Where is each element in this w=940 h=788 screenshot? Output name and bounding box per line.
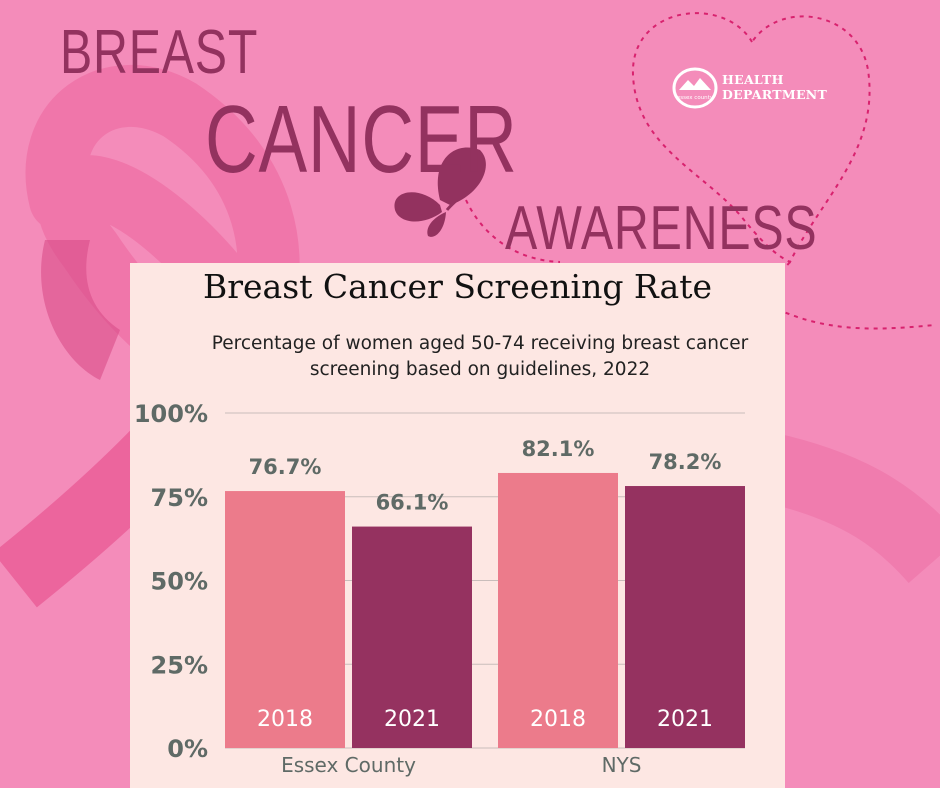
data-label: 76.7%	[249, 455, 322, 479]
health-department-label: HEALTH DEPARTMENT	[722, 72, 827, 102]
y-tick-label: 100%	[134, 400, 208, 428]
health-department-logo-icon: essex county	[672, 67, 718, 109]
logo-emblem-text: essex county	[677, 95, 714, 101]
bar	[352, 526, 472, 748]
bar	[225, 491, 345, 748]
y-tick-label: 25%	[151, 651, 208, 679]
chart-title: Breast Cancer Screening Rate	[202, 267, 713, 306]
y-tick-label: 75%	[151, 484, 208, 512]
banner-word-cancer: CANCER	[205, 86, 518, 193]
heart-outline	[631, 12, 871, 264]
banner-word-breast: BREAST	[60, 18, 259, 87]
y-tick-label: 50%	[151, 568, 208, 596]
ribbon-shade	[41, 240, 120, 380]
series-label: 2021	[384, 707, 440, 732]
chart-panel: Breast Cancer Screening Rate Percentage …	[130, 263, 785, 788]
chart-subtitle-line-1: Percentage of women aged 50-74 receiving…	[211, 333, 749, 354]
series-label: 2018	[530, 707, 586, 732]
series-label: 2018	[257, 707, 313, 732]
butterfly-icon	[394, 147, 486, 237]
heart-trail-left	[465, 199, 561, 263]
data-label: 66.1%	[376, 491, 449, 515]
data-label: 82.1%	[522, 437, 595, 461]
x-category-label: NYS	[602, 753, 642, 777]
bar	[498, 472, 618, 748]
bar-chart: 0% 25% 50% 75% 100% 76.7% 2018 66.1% 2021 Essex C…	[134, 400, 745, 777]
banner-word-awareness: AWARENESS	[505, 194, 818, 263]
logo-line-health: HEALTH	[722, 72, 784, 87]
logo-line-department: DEPARTMENT	[722, 87, 828, 102]
x-category-label: Essex County	[281, 753, 416, 777]
chart-subtitle: Percentage of women aged 50-74 receiving…	[160, 331, 800, 383]
series-label: 2021	[657, 707, 713, 732]
data-label: 78.2%	[649, 450, 722, 474]
bar	[625, 486, 745, 748]
chart-subtitle-line-2: screening based on guidelines, 2022	[309, 359, 651, 380]
y-tick-label: 0%	[167, 735, 208, 763]
